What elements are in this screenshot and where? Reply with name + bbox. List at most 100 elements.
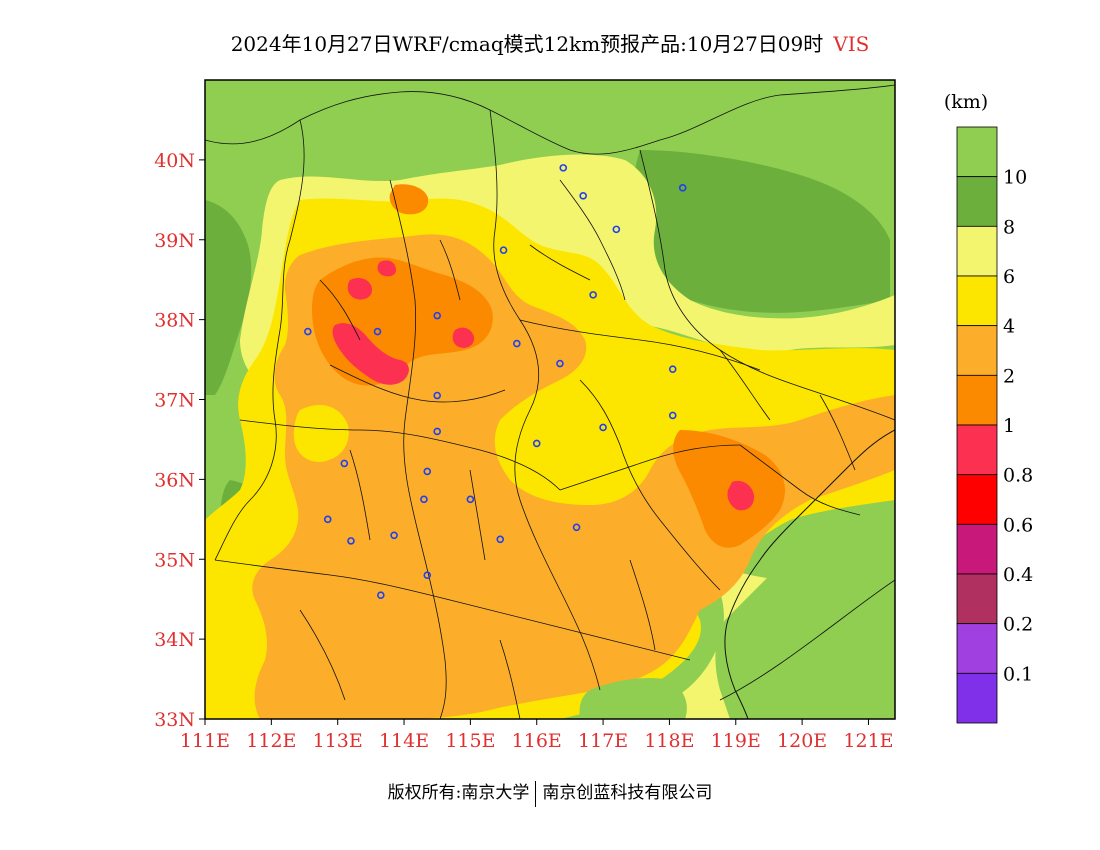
legend-label: 4: [1003, 316, 1015, 338]
city-markers: [304, 164, 687, 599]
legend-swatch: [956, 176, 998, 227]
city-marker: [373, 327, 382, 336]
longitude-axis: 111E 112E 113E 114E 115E 116E 117E 118E 119E 120E…: [180, 719, 894, 752]
city-marker: [599, 423, 607, 432]
city-marker: [377, 591, 385, 599]
legend-label: 0.8: [1003, 465, 1033, 487]
city-marker: [612, 225, 621, 234]
lat-tick-label: 40N: [154, 150, 195, 172]
city-marker: [496, 535, 505, 544]
zone-vis-over-10-sw: [579, 678, 687, 719]
zone-vis-8-10-west: [205, 200, 252, 395]
city-marker: [513, 339, 521, 348]
legend-swatch: [956, 424, 998, 476]
zone-vis-0.8-1-b: [347, 278, 372, 300]
city-marker: [499, 246, 508, 254]
zone-vis-4-6-inner-2: [293, 405, 349, 462]
city-marker: [678, 184, 687, 192]
zone-vis-0.8-1-d: [452, 327, 475, 348]
legend-label: 0.2: [1003, 614, 1033, 636]
lon-tick-label: 113E: [313, 730, 363, 752]
city-marker: [347, 537, 355, 545]
legend-swatch: [956, 474, 998, 525]
lon-tick-label: 112E: [246, 730, 296, 752]
zone-vis-1-2-patch: [389, 184, 429, 215]
lat-tick-label: 34N: [154, 629, 195, 651]
footer-copyright: 版权所有:南京大学: [387, 783, 530, 803]
city-marker: [589, 291, 597, 299]
legend-swatch: [956, 275, 998, 327]
city-marker: [572, 523, 581, 532]
legend-unit: (km): [944, 91, 988, 113]
city-marker: [423, 467, 432, 476]
legend-swatch: [956, 225, 998, 277]
city-marker: [433, 427, 442, 436]
legend-swatch: [956, 523, 998, 575]
zone-vis-0.8-1-e: [727, 480, 755, 511]
admin-boundaries: [205, 84, 895, 719]
lat-tick-label: 37N: [154, 390, 195, 412]
city-marker: [532, 439, 541, 448]
zone-vis-8-10: [632, 150, 890, 313]
footer-separator: [535, 780, 537, 807]
lon-tick-label: 117E: [578, 730, 628, 752]
lat-tick-label: 33N: [154, 709, 195, 731]
zone-vis-over-10-ne: [205, 80, 500, 190]
lon-tick-label: 115E: [445, 730, 495, 752]
legend-swatch: [956, 126, 998, 178]
city-marker: [556, 359, 564, 368]
legend-label: 0.6: [1003, 514, 1033, 536]
zone-vis-0.8-1-a: [332, 323, 409, 385]
coastline: [724, 429, 895, 719]
legend-swatch: [956, 374, 998, 426]
zone-sea-yellow-sea: [715, 500, 895, 719]
latitude-axis: 40N 39N 38N 37N 36N 35N 34N 33N: [154, 150, 205, 731]
lon-tick-label: 119E: [711, 730, 761, 752]
lat-tick-label: 36N: [154, 469, 195, 491]
lon-tick-label: 114E: [379, 730, 429, 752]
lat-tick-label: 35N: [154, 549, 195, 571]
legend-swatch: [956, 672, 998, 724]
legend-label: 6: [1003, 266, 1015, 288]
city-marker: [433, 311, 442, 320]
map-plot-area: [205, 80, 895, 719]
footer-company: 南京创蓝科技有限公司: [542, 783, 713, 803]
city-marker: [579, 192, 587, 200]
title-main: 2024年10月27日WRF/cmaq模式12km预报产品:10月27日09时: [230, 32, 824, 56]
city-marker: [323, 515, 332, 524]
city-marker: [559, 164, 568, 172]
legend-label: 0.1: [1003, 663, 1033, 685]
lat-tick-label: 38N: [154, 310, 195, 332]
city-marker: [423, 571, 432, 580]
zone-vis-0.8-1-c: [377, 260, 396, 277]
city-marker: [433, 391, 442, 400]
color-legend: 10 8 6 4 2 1 0.8 0.6 0.4 0.2 0.1: [956, 126, 1033, 724]
legend-swatch: [956, 623, 998, 674]
city-marker: [420, 495, 428, 504]
lon-tick-label: 120E: [777, 730, 827, 752]
city-marker: [668, 411, 677, 420]
city-marker: [668, 365, 677, 373]
legend-label: 10: [1003, 167, 1027, 189]
lon-tick-label: 118E: [644, 730, 694, 752]
city-marker: [390, 531, 398, 540]
legend-swatch: [956, 573, 998, 625]
zone-vis-4-6-inner: [503, 408, 576, 465]
legend-swatch: [956, 325, 998, 376]
legend-label: 1: [1003, 415, 1015, 437]
title-variable: VIS: [833, 32, 870, 56]
footer: 版权所有:南京大学 南京创蓝科技有限公司: [0, 778, 1100, 807]
lon-tick-label: 111E: [180, 730, 230, 752]
chart-title: 2024年10月27日WRF/cmaq模式12km预报产品:10月27日09时 V…: [0, 28, 1100, 57]
city-marker: [304, 327, 312, 336]
city-marker: [466, 495, 475, 504]
city-marker: [340, 459, 349, 468]
legend-label: 0.4: [1003, 564, 1033, 586]
lon-tick-label: 116E: [512, 730, 562, 752]
legend-label: 8: [1003, 216, 1015, 238]
lon-tick-label: 121E: [843, 730, 893, 752]
legend-label: 2: [1003, 365, 1015, 387]
zone-vis-over-10-nne: [560, 80, 895, 140]
lat-tick-label: 39N: [154, 230, 195, 252]
